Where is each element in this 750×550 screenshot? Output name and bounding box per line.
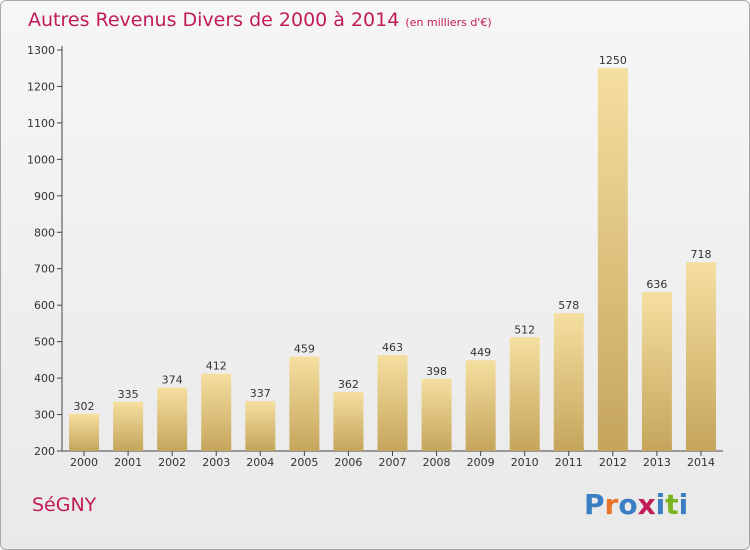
value-label-2008: 398 <box>426 365 447 378</box>
x-tick-label: 2010 <box>511 456 539 469</box>
chart-title: Autres Revenus Divers de 2000 à 2014 (en … <box>28 9 492 31</box>
commune-name: SéGNY <box>32 494 97 516</box>
logo-letter: t <box>665 488 679 521</box>
bar-2007 <box>377 355 408 451</box>
bar-2008 <box>421 378 452 451</box>
value-label-2010: 512 <box>514 323 535 336</box>
bar-2005 <box>289 356 320 451</box>
bar-2002 <box>157 387 188 451</box>
x-tick-label: 2012 <box>599 456 627 469</box>
bar-2006 <box>333 391 364 451</box>
x-tick-label: 2013 <box>643 456 671 469</box>
y-tick-label: 800 <box>34 226 55 239</box>
value-label-2001: 335 <box>118 388 139 401</box>
value-label-2013: 636 <box>646 278 667 291</box>
unit-note: (en milliers d'€) <box>405 16 492 29</box>
value-label-2014: 718 <box>690 248 711 261</box>
bar-2000 <box>69 413 100 451</box>
bar-2010 <box>509 337 540 451</box>
value-label-2012: 1250 <box>599 54 627 67</box>
logo-letter: x <box>637 488 656 521</box>
y-tick-label: 1300 <box>27 44 55 57</box>
x-tick-label: 2000 <box>70 456 98 469</box>
x-tick-label: 2003 <box>202 456 230 469</box>
y-tick-label: 600 <box>34 299 55 312</box>
value-label-2005: 459 <box>294 343 315 356</box>
x-tick-label: 2008 <box>423 456 451 469</box>
bar-2009 <box>465 360 496 451</box>
x-tick-label: 2014 <box>687 456 715 469</box>
y-tick-label: 900 <box>34 190 55 203</box>
logo-letter: o <box>618 488 638 521</box>
title-text: Autres Revenus Divers de 2000 à 2014 <box>28 9 400 31</box>
value-labels-group: 302 335 374 412 337 459 362 463 398 449 512 578 1250… <box>74 54 712 413</box>
y-tick-label: 1100 <box>27 117 55 130</box>
bar-2001 <box>113 401 144 451</box>
logo-letter: i <box>678 488 689 521</box>
value-label-2002: 374 <box>162 374 183 387</box>
value-label-2006: 362 <box>338 378 359 391</box>
bar-2014 <box>685 262 716 451</box>
x-tick-label: 2006 <box>334 456 362 469</box>
x-tick-label: 2001 <box>114 456 142 469</box>
logo-letter: i <box>655 488 666 521</box>
bar-2012 <box>597 68 628 452</box>
y-tick-label: 300 <box>34 409 55 422</box>
value-label-2003: 412 <box>206 360 227 373</box>
logo-letter: r <box>604 488 619 521</box>
x-tick-label: 2005 <box>290 456 318 469</box>
bar-2011 <box>553 313 584 451</box>
bar-2013 <box>641 292 672 451</box>
value-label-2011: 578 <box>558 299 579 312</box>
value-label-2007: 463 <box>382 341 403 354</box>
bar-2003 <box>201 373 232 451</box>
y-tick-label: 200 <box>34 445 55 458</box>
x-tick-label: 2002 <box>158 456 186 469</box>
y-axis: 200 300 400 500 600 700 800 900 1000 1100 1200 1300 <box>27 44 63 458</box>
x-tick-label: 2011 <box>555 456 583 469</box>
value-label-2000: 302 <box>74 400 95 413</box>
logo-letter: P <box>584 488 605 521</box>
proxiti-logo: Proxiti <box>584 488 688 521</box>
x-axis: 2000 2001 2002 2003 2004 2005 2006 2007 2008 2009… <box>62 450 723 469</box>
x-tick-label: 2004 <box>246 456 274 469</box>
y-tick-label: 1200 <box>27 80 55 93</box>
y-tick-label: 500 <box>34 336 55 349</box>
value-label-2009: 449 <box>470 346 491 359</box>
y-tick-label: 1000 <box>27 153 55 166</box>
bar-2004 <box>245 401 276 451</box>
y-tick-label: 700 <box>34 263 55 276</box>
x-tick-label: 2009 <box>467 456 495 469</box>
bars-group <box>69 68 716 452</box>
value-label-2004: 337 <box>250 387 271 400</box>
x-tick-label: 2007 <box>379 456 407 469</box>
y-tick-label: 400 <box>34 372 55 385</box>
